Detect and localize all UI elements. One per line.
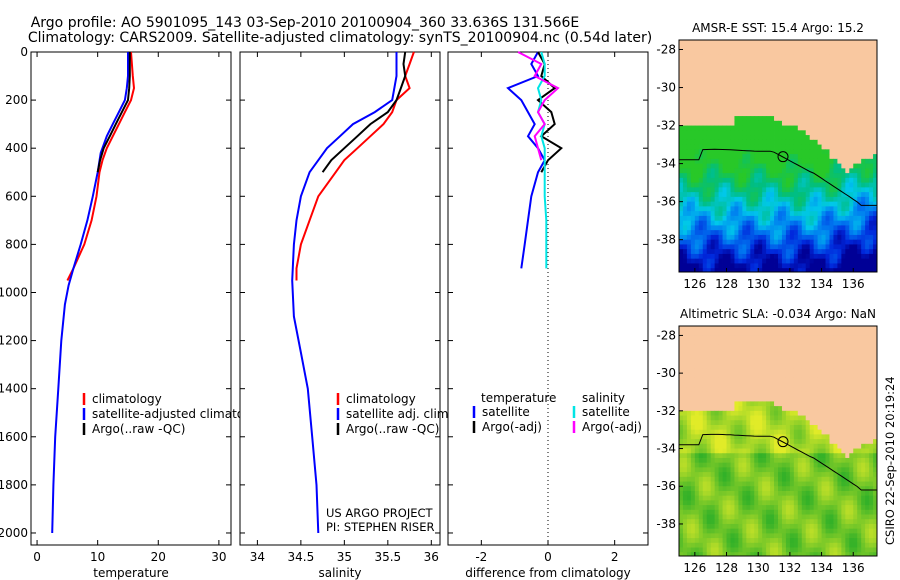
map-x-tick-label: 126 xyxy=(683,277,706,291)
legend-label: satellite-adjusted climatology xyxy=(92,407,270,421)
x-tick-label: -2 xyxy=(475,550,487,564)
credit-line1: US ARGO PROJECT xyxy=(326,506,434,520)
y-tick-label: 1000 xyxy=(0,285,28,299)
map-y-tick-label: -32 xyxy=(656,119,676,133)
legend-label: satellite adj. clim. xyxy=(346,407,452,421)
legend-label: Argo(-adj) xyxy=(482,420,542,434)
map-x-tick-label: 128 xyxy=(715,561,738,575)
map-y-tick-label: -36 xyxy=(656,479,676,493)
plot-frame xyxy=(447,51,649,546)
series-line-satellite xyxy=(506,51,546,269)
map-x-tick-label: 136 xyxy=(842,277,865,291)
y-tick-label: 1800 xyxy=(0,478,28,492)
map-y-tick-label: -30 xyxy=(656,366,676,380)
x-tick-label: 20 xyxy=(151,550,166,564)
legend-header-salinity: salinity xyxy=(582,391,625,405)
map-x-tick-label: 126 xyxy=(683,561,706,575)
map-y-tick-label: -32 xyxy=(656,404,676,418)
timestamp-stamp: CSIRO 22-Sep-2010 20:19:24 xyxy=(883,376,897,545)
x-axis-label: temperature xyxy=(93,566,168,580)
x-tick-label: 10 xyxy=(90,550,105,564)
x-axis-label: salinity xyxy=(318,566,361,580)
series-line-argo-adj- xyxy=(536,51,563,173)
map-y-tick-label: -36 xyxy=(656,195,676,209)
map-title: AMSR-E SST: 15.4 Argo: 15.2 xyxy=(692,21,864,35)
y-tick-label: 2000 xyxy=(0,526,28,540)
legend-label: satellite xyxy=(582,405,630,419)
series-line-climatology xyxy=(66,51,136,281)
map-x-tick-label: 134 xyxy=(810,277,833,291)
map-y-tick-label: -34 xyxy=(656,442,676,456)
map-frame xyxy=(678,39,878,273)
x-tick-label: 30 xyxy=(211,550,226,564)
series-line-argo-adj- xyxy=(517,51,560,161)
map-title: Altimetric SLA: -0.034 Argo: NaN xyxy=(680,307,876,321)
series-line-satellite-adj-clim- xyxy=(291,52,398,534)
sla-map-panel: Altimetric SLA: -0.034 Argo: NaN 126 128 13… xyxy=(656,307,878,575)
map-x-tick-label: 132 xyxy=(778,561,801,575)
map-x-tick-label: 130 xyxy=(747,561,770,575)
legend-label: climatology xyxy=(346,392,416,406)
map-x-tick-label: 128 xyxy=(715,277,738,291)
series-line-argo-raw-qc- xyxy=(321,51,407,173)
plot-frame xyxy=(239,51,441,546)
x-tick-label: 34 xyxy=(250,550,265,564)
shelf-contour xyxy=(679,148,877,206)
legend-label: Argo(-adj) xyxy=(582,420,642,434)
legend-label: satellite xyxy=(482,405,530,419)
y-tick-label: 200 xyxy=(5,93,28,107)
y-tick-label: 0 xyxy=(20,45,28,59)
x-tick-label: 34.5 xyxy=(288,550,315,564)
y-tick-label: 1200 xyxy=(0,334,28,348)
credit-line2: PI: STEPHEN RISER xyxy=(326,520,435,534)
map-y-tick-label: -28 xyxy=(656,43,676,57)
x-tick-label: 2 xyxy=(611,550,619,564)
map-frame xyxy=(678,325,878,557)
y-tick-label: 1400 xyxy=(0,382,28,396)
map-y-tick-label: -38 xyxy=(656,517,676,531)
legend-label: Argo(..raw -QC) xyxy=(346,422,439,436)
y-tick-label: 400 xyxy=(5,141,28,155)
figure-title-line1: Argo profile: AO 5901095_143 03-Sep-2010… xyxy=(31,15,580,31)
temperature-panel: 0 10 20 30 0 200 400 600 800 1000 1200 1400 1600 1800… xyxy=(0,45,270,580)
map-x-tick-label: 136 xyxy=(842,561,865,575)
series-line-satellite xyxy=(536,51,548,269)
legend-label: Argo(..raw -QC) xyxy=(92,422,185,436)
map-x-tick-label: 134 xyxy=(810,561,833,575)
series-line-satellite-adjusted-climatology xyxy=(51,52,129,534)
map-y-tick-label: -28 xyxy=(656,328,676,342)
figure-title-line2: Climatology: CARS2009. Satellite-adjuste… xyxy=(28,30,652,46)
plot-frame xyxy=(30,51,232,546)
y-tick-label: 800 xyxy=(5,237,28,251)
map-field xyxy=(679,326,877,556)
map-y-tick-label: -30 xyxy=(656,81,676,95)
argo-position-marker xyxy=(777,436,789,448)
map-x-tick-label: 130 xyxy=(747,277,770,291)
x-tick-label: 35.5 xyxy=(374,550,401,564)
legend-header-temperature: temperature xyxy=(481,391,556,405)
y-tick-label: 1600 xyxy=(0,430,28,444)
argo-position-marker xyxy=(777,151,789,163)
map-field xyxy=(679,40,877,272)
series-line-climatology xyxy=(295,51,415,281)
map-y-tick-label: -34 xyxy=(656,157,676,171)
difference-panel: -2 0 2 difference from climatology temperatu… xyxy=(447,51,649,580)
y-tick-label: 600 xyxy=(5,189,28,203)
x-tick-label: 0 xyxy=(33,550,41,564)
x-tick-label: 36 xyxy=(424,550,439,564)
x-tick-label: 35 xyxy=(337,550,352,564)
sst-map-panel: AMSR-E SST: 15.4 Argo: 15.2 126 128 130 132 1… xyxy=(656,21,878,291)
x-axis-label: difference from climatology xyxy=(465,566,631,580)
salinity-panel: 34 34.5 35 35.5 36 salinity climatologysatelli… xyxy=(239,51,452,580)
legend-label: climatology xyxy=(92,392,162,406)
series-line-argo-raw-qc- xyxy=(96,52,131,173)
x-tick-label: 0 xyxy=(544,550,552,564)
map-x-tick-label: 132 xyxy=(778,277,801,291)
map-y-tick-label: -38 xyxy=(656,233,676,247)
